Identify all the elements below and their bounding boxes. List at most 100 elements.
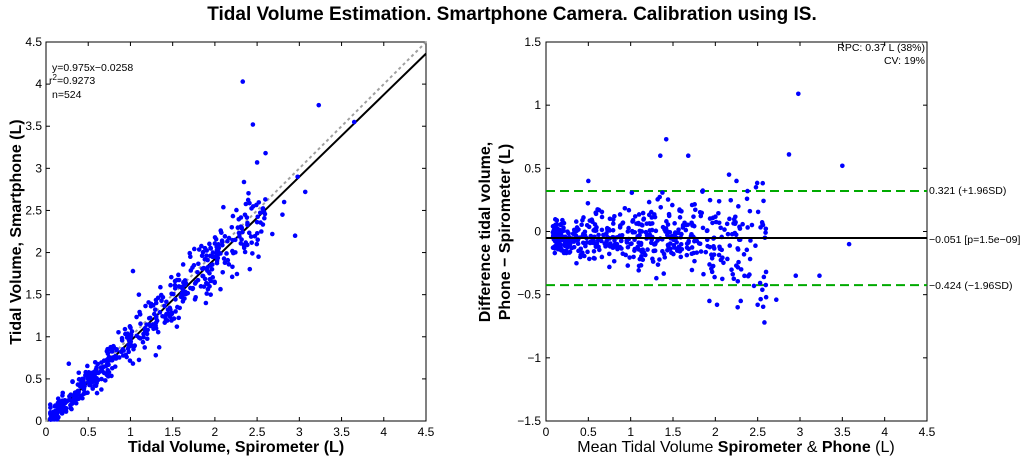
regression-point (221, 256, 227, 261)
bland-altman-point (674, 240, 679, 245)
regression-point (220, 242, 225, 248)
bland-altman-point (630, 219, 635, 224)
bland-altman-point (733, 232, 739, 238)
bland-altman-point (683, 227, 689, 233)
regression-point (250, 122, 256, 127)
regression-point (198, 284, 204, 289)
bland-altman-point (575, 241, 581, 247)
bland-altman-x-tick-label: 4.5 (919, 425, 936, 439)
regression-point (218, 286, 223, 292)
bland-altman-point (751, 283, 757, 289)
regression-point (187, 250, 193, 256)
bland-altman-point (655, 262, 661, 267)
bland-altman-ticks: 0 0.5 1 1.5 2 2.5 3 3.5 4 4.5 −1.5 −1 −0.5 0 0.5 1 1.5 (517, 35, 935, 439)
bland-altman-point (745, 225, 750, 230)
bland-altman-point (796, 91, 801, 97)
regression-point (47, 402, 53, 407)
bland-altman-point (552, 217, 558, 222)
bland-altman-point (735, 278, 741, 284)
regression-point (164, 318, 169, 324)
regression-point (221, 204, 226, 210)
bland-altman-point (607, 264, 612, 270)
regression-point (124, 335, 130, 340)
bland-altman-point (701, 271, 706, 277)
regression-point (108, 355, 113, 361)
bland-altman-point (762, 320, 767, 325)
bland-altman-point (634, 221, 639, 226)
bland-altman-point (654, 275, 659, 281)
regression-point (94, 390, 100, 396)
regression-point (195, 269, 200, 275)
regression-point (230, 237, 235, 243)
regression-point (263, 150, 268, 156)
regression-point (111, 345, 117, 351)
regression-point (129, 343, 134, 348)
regression-point (241, 245, 247, 251)
regression-point (154, 318, 160, 324)
regression-point (240, 79, 246, 84)
regression-point (98, 365, 104, 370)
regression-point (99, 387, 104, 392)
regression-point (210, 250, 216, 255)
bland-altman-point (636, 212, 642, 217)
bland-altman-point (554, 243, 560, 248)
bland-altman-point (786, 152, 792, 157)
regression-point (142, 326, 148, 331)
regression-point (128, 339, 134, 344)
regression-point (123, 352, 129, 358)
bland-altman-point (550, 245, 556, 250)
bland-altman-point (733, 263, 739, 268)
bland-altman-x-tick-label: 1.5 (665, 425, 682, 439)
regression-point (56, 409, 62, 414)
regression-point (119, 338, 125, 343)
bland-altman-x-tick-label: 2.5 (749, 425, 766, 439)
regression-point (113, 353, 118, 359)
bland-altman-point (685, 153, 691, 158)
regression-point (170, 291, 176, 297)
regression-point (109, 349, 114, 354)
regression-point (254, 160, 260, 165)
bland-altman-point (658, 204, 664, 210)
bland-altman-point (691, 223, 697, 229)
regression-point (123, 331, 128, 337)
bland-altman-point (700, 189, 705, 194)
bland-altman-point (753, 184, 759, 190)
bland-altman-point (761, 198, 766, 204)
regression-y-tick-label: 4 (35, 77, 42, 91)
bland-altman-y-axis-label-line1: Difference tidal volume, (477, 142, 494, 323)
bland-altman-point (635, 244, 640, 250)
regression-point (243, 201, 249, 207)
bland-altman-point (740, 221, 745, 227)
bland-altman-point (614, 241, 620, 247)
bland-altman-point (566, 242, 572, 248)
bland-altman-point (664, 219, 669, 224)
bland-altman-point (793, 273, 799, 279)
bland-altman-point (747, 272, 752, 277)
bland-altman-point (689, 202, 695, 208)
regression-point (208, 292, 213, 297)
bland-altman-point (735, 246, 740, 251)
bland-altman-point (738, 298, 744, 304)
regression-point (104, 362, 110, 367)
bland-altman-point (671, 251, 676, 257)
bland-altman-point (734, 178, 739, 184)
bland-altman-point (755, 209, 761, 215)
bland-altman-point (649, 227, 655, 233)
regression-point (255, 214, 261, 220)
bland-altman-point (599, 254, 605, 260)
regression-point (254, 202, 259, 208)
regression-point (173, 297, 178, 302)
regression-point (219, 238, 225, 244)
regression-point (126, 349, 132, 355)
regression-point (175, 304, 180, 310)
regression-point (258, 220, 263, 225)
regression-point (212, 235, 218, 240)
bland-altman-points (546, 91, 927, 325)
regression-point (150, 322, 156, 327)
regression-equation: y=0.975x−0.0258 (52, 62, 133, 74)
bland-altman-point (710, 220, 715, 226)
bland-altman-point (587, 240, 593, 246)
regression-point (246, 190, 251, 196)
bland-altman-point (657, 257, 662, 262)
regression-y-tick-label: 0.5 (25, 372, 42, 386)
